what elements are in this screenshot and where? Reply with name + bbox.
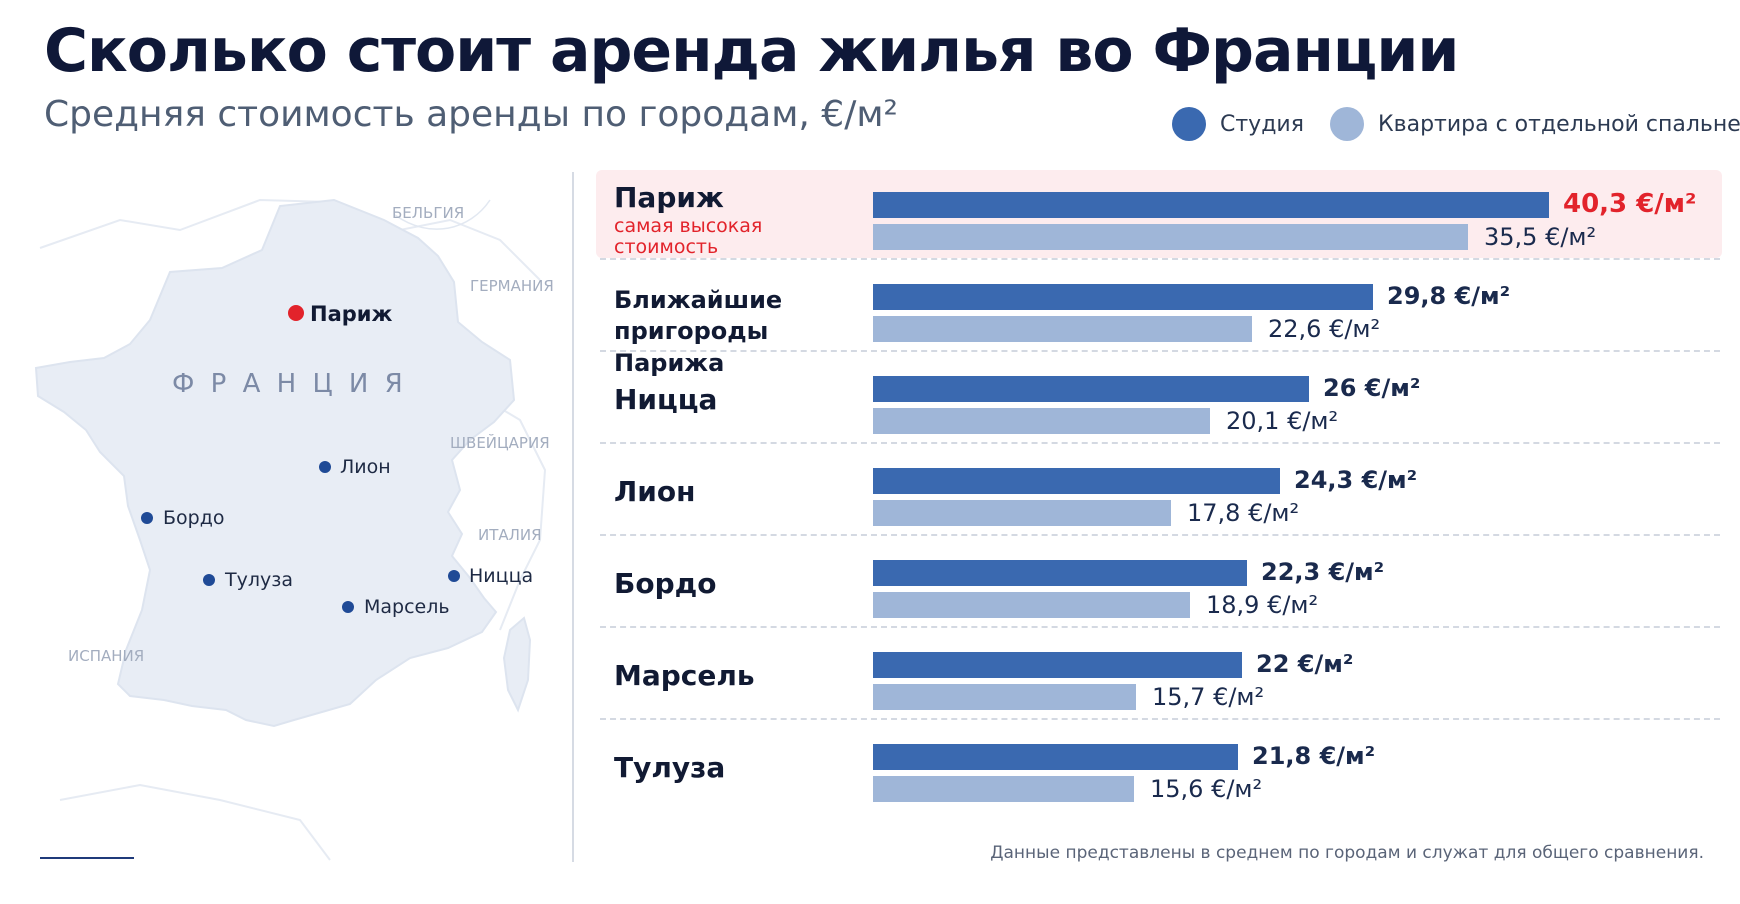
accent-underline bbox=[40, 857, 134, 859]
highlight-note: стоимость bbox=[614, 236, 719, 258]
value-label-studio-bordeaux: 22,3 €/м² bbox=[1261, 558, 1385, 586]
legend-swatch-apartment bbox=[1330, 107, 1364, 141]
bar-studio-toulouse bbox=[873, 744, 1238, 770]
city-label-bordeaux: Бордо bbox=[163, 507, 224, 529]
page-title: Сколько стоит аренда жилья во Франции bbox=[44, 16, 1459, 86]
legend-item-apartment: Квартира с отдельной спальней bbox=[1330, 106, 1740, 142]
value-label-apartment-toulouse: 15,6 €/м² bbox=[1150, 775, 1263, 803]
city-marker-lyon bbox=[319, 461, 331, 473]
category-label-paris-suburbs-line2: пригороды Парижа bbox=[614, 317, 769, 377]
legend-item-studio: Студия bbox=[1172, 106, 1304, 142]
value-label-apartment-nice: 20,1 €/м² bbox=[1226, 407, 1339, 435]
neighbor-outline-belgium bbox=[394, 199, 491, 230]
row-separator bbox=[600, 442, 1720, 444]
category-label-paris: Париж bbox=[614, 181, 724, 214]
city-label-nice: Ницца bbox=[469, 565, 533, 587]
city-label-marseille: Марсель bbox=[364, 596, 450, 618]
neighbor-outline-south bbox=[59, 783, 331, 861]
france-shape bbox=[34, 198, 516, 728]
value-label-studio-marseille: 22 €/м² bbox=[1256, 650, 1354, 678]
bar-apartment-paris bbox=[873, 224, 1468, 250]
map-chart-divider bbox=[572, 172, 574, 862]
bar-studio-nice bbox=[873, 376, 1309, 402]
value-label-apartment-lyon: 17,8 €/м² bbox=[1187, 499, 1300, 527]
city-label-toulouse: Тулуза bbox=[224, 569, 293, 591]
city-marker-marseille bbox=[342, 601, 354, 613]
bar-apartment-nice bbox=[873, 408, 1210, 434]
row-separator bbox=[600, 626, 1720, 628]
value-label-apartment-paris-suburbs: 22,6 €/м² bbox=[1268, 315, 1381, 343]
row-separator bbox=[600, 718, 1720, 720]
city-marker-bordeaux bbox=[141, 512, 153, 524]
legend-label-studio: Студия bbox=[1220, 111, 1304, 137]
value-label-studio-lyon: 24,3 €/м² bbox=[1294, 466, 1418, 494]
bar-studio-bordeaux bbox=[873, 560, 1247, 586]
bar-apartment-lyon bbox=[873, 500, 1171, 526]
neighbor-label-germany: ГЕРМАНИЯ bbox=[470, 277, 554, 295]
value-label-studio-nice: 26 €/м² bbox=[1323, 374, 1421, 402]
category-label-marseille: Марсель bbox=[614, 659, 755, 692]
bar-apartment-paris-suburbs bbox=[873, 316, 1252, 342]
bar-apartment-bordeaux bbox=[873, 592, 1190, 618]
bar-studio-paris bbox=[873, 192, 1549, 218]
bar-studio-paris-suburbs bbox=[873, 284, 1373, 310]
category-label-nice: Ницца bbox=[614, 383, 718, 416]
value-label-studio-paris-suburbs: 29,8 €/м² bbox=[1387, 282, 1511, 310]
city-marker-paris bbox=[288, 305, 304, 321]
category-label-toulouse: Тулуза bbox=[614, 751, 726, 784]
corsica-shape bbox=[502, 616, 532, 713]
category-label-lyon: Лион bbox=[614, 475, 696, 508]
value-label-apartment-paris: 35,5 €/м² bbox=[1484, 223, 1597, 251]
neighbor-label-belgium: БЕЛЬГИЯ bbox=[392, 204, 464, 222]
legend-swatch-studio bbox=[1172, 107, 1206, 141]
neighbor-label-spain: ИСПАНИЯ bbox=[68, 647, 144, 665]
bar-studio-lyon bbox=[873, 468, 1280, 494]
page-subtitle: Средняя стоимость аренды по городам, €/м… bbox=[44, 94, 898, 135]
country-label: Ф Р А Н Ц И Я bbox=[172, 369, 407, 399]
footnote: Данные представлены в среднем по городам… bbox=[990, 843, 1704, 863]
bar-studio-marseille bbox=[873, 652, 1242, 678]
neighbor-outline-east bbox=[469, 389, 547, 631]
row-separator bbox=[600, 350, 1720, 352]
neighbor-label-switzerland: ШВЕЙЦАРИЯ bbox=[450, 433, 550, 452]
legend-label-apartment: Квартира с отдельной спальней bbox=[1378, 111, 1740, 137]
city-marker-toulouse bbox=[203, 574, 215, 586]
neighbor-label-italy: ИТАЛИЯ bbox=[478, 526, 542, 544]
city-label-lyon: Лион bbox=[340, 456, 391, 478]
bar-apartment-toulouse bbox=[873, 776, 1134, 802]
bar-apartment-marseille bbox=[873, 684, 1136, 710]
france-map: Ф Р А Н Ц И Я БЕЛЬГИЯ ГЕРМАНИЯ ШВЕЙЦАРИЯ… bbox=[34, 198, 554, 861]
category-label-paris-suburbs-line1: Ближайшие bbox=[614, 286, 783, 314]
city-marker-nice bbox=[448, 570, 460, 582]
city-label-paris: Париж bbox=[310, 302, 392, 326]
highlight-note: самая высокая bbox=[614, 215, 763, 237]
value-label-studio-toulouse: 21,8 €/м² bbox=[1252, 742, 1376, 770]
row-separator bbox=[600, 534, 1720, 536]
value-label-studio-paris: 40,3 €/м² bbox=[1563, 189, 1697, 219]
value-label-apartment-marseille: 15,7 €/м² bbox=[1152, 683, 1265, 711]
category-label-bordeaux: Бордо bbox=[614, 567, 717, 600]
row-separator bbox=[600, 258, 1720, 260]
value-label-apartment-bordeaux: 18,9 €/м² bbox=[1206, 591, 1319, 619]
